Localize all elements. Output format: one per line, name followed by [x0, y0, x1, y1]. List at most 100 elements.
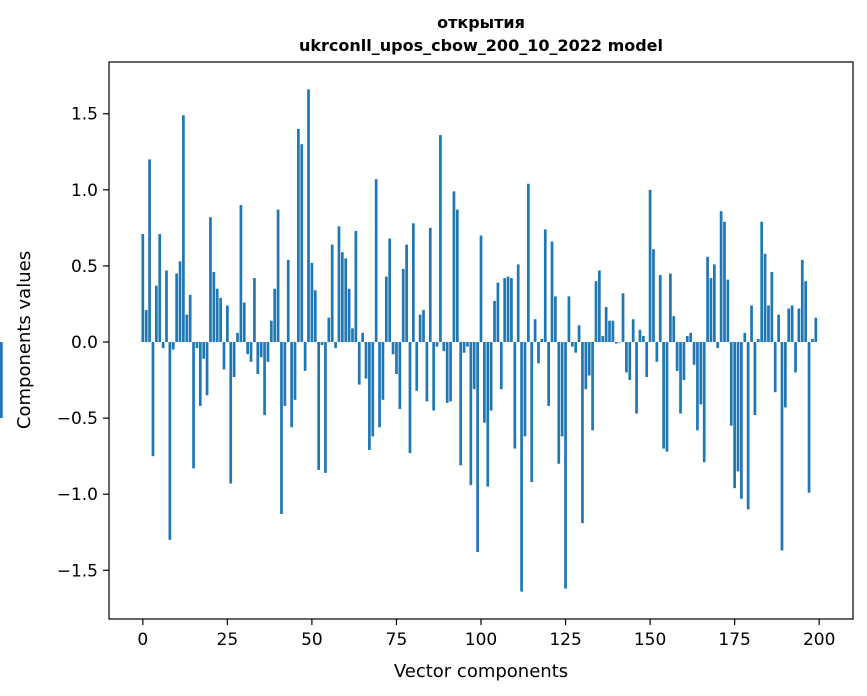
bar: [452, 191, 456, 343]
bar: [604, 307, 608, 343]
bar: [638, 329, 642, 343]
bar: [540, 338, 544, 343]
bar: [777, 314, 780, 343]
bar: [763, 253, 767, 343]
x-tick-label: 150: [634, 630, 666, 650]
bar: [175, 273, 178, 343]
y-axis-label: Components values: [14, 251, 35, 429]
bar: [256, 342, 260, 374]
bar: [280, 342, 283, 514]
bar: [736, 342, 740, 472]
bar: [483, 342, 486, 423]
bar: [266, 342, 270, 362]
bar: [807, 342, 811, 493]
bar: [530, 342, 534, 483]
bar: [570, 342, 574, 347]
bar: [645, 342, 649, 378]
bar: [520, 342, 523, 592]
bar: [178, 261, 182, 343]
bar: [449, 342, 452, 402]
bars-group: [0, 89, 818, 592]
bar: [665, 342, 669, 452]
bar: [537, 342, 540, 364]
bar: [158, 233, 162, 343]
bar: [689, 332, 693, 343]
bar: [188, 294, 192, 343]
bar: [246, 342, 250, 355]
bar: [293, 342, 297, 400]
bar: [320, 342, 324, 346]
plot-area-frame: [108, 61, 854, 620]
bar: [554, 296, 557, 343]
bar: [628, 342, 632, 381]
bar: [608, 320, 611, 343]
bar: [351, 328, 354, 343]
bar: [770, 272, 774, 343]
bar: [205, 342, 209, 396]
bar: [560, 342, 564, 437]
bar: [236, 332, 239, 343]
bar: [479, 235, 483, 343]
bar: [192, 342, 195, 469]
bar: [428, 227, 432, 343]
x-tick-label: 100: [465, 630, 497, 650]
bar: [439, 135, 442, 343]
bar: [0, 342, 3, 419]
bar: [459, 342, 463, 466]
bar: [391, 342, 395, 355]
bar: [493, 300, 496, 343]
bar: [398, 342, 402, 409]
bar: [696, 342, 699, 431]
x-tick-label: 125: [549, 630, 581, 650]
bar: [466, 342, 469, 347]
bar: [726, 279, 730, 343]
bar: [496, 282, 500, 343]
bar: [283, 342, 287, 406]
bar: [591, 342, 594, 431]
bar: [581, 342, 584, 524]
bar: [800, 259, 804, 343]
bar: [239, 205, 243, 343]
bar: [472, 342, 476, 390]
y-tick-label: −1.5: [57, 561, 98, 581]
bar: [357, 342, 361, 385]
bar: [723, 221, 726, 343]
bar: [462, 342, 466, 353]
bar: [219, 297, 222, 343]
bar: [212, 272, 216, 343]
bar: [330, 244, 334, 343]
bar: [165, 270, 168, 343]
bar: [614, 342, 618, 344]
bar: [784, 342, 787, 408]
x-tick-label: 25: [217, 630, 239, 650]
bar: [550, 241, 554, 343]
bar: [388, 238, 392, 343]
bar: [425, 342, 429, 402]
bar: [401, 268, 405, 343]
bar: [361, 332, 364, 343]
bar: [692, 342, 696, 365]
bar: [685, 335, 689, 343]
bar: [598, 270, 601, 343]
bar: [229, 342, 233, 484]
bar: [442, 342, 446, 352]
bar: [567, 296, 571, 343]
bar: [334, 342, 337, 349]
y-tick-label: −1.0: [57, 485, 98, 505]
bar: [611, 320, 615, 343]
bar: [814, 317, 818, 343]
bar: [435, 342, 439, 347]
bar: [658, 275, 662, 343]
bar: [756, 338, 760, 343]
bar: [432, 342, 436, 411]
bar: [503, 278, 507, 343]
bar: [506, 276, 510, 343]
bar: [151, 342, 155, 457]
chart-title-line-2: ukrconll_upos_cbow_200_10_2022 model: [299, 36, 663, 55]
bar: [486, 342, 490, 487]
bar: [543, 229, 547, 343]
bar: [682, 342, 686, 381]
bar: [499, 342, 503, 390]
bar: [804, 281, 808, 343]
bar: [344, 258, 348, 343]
